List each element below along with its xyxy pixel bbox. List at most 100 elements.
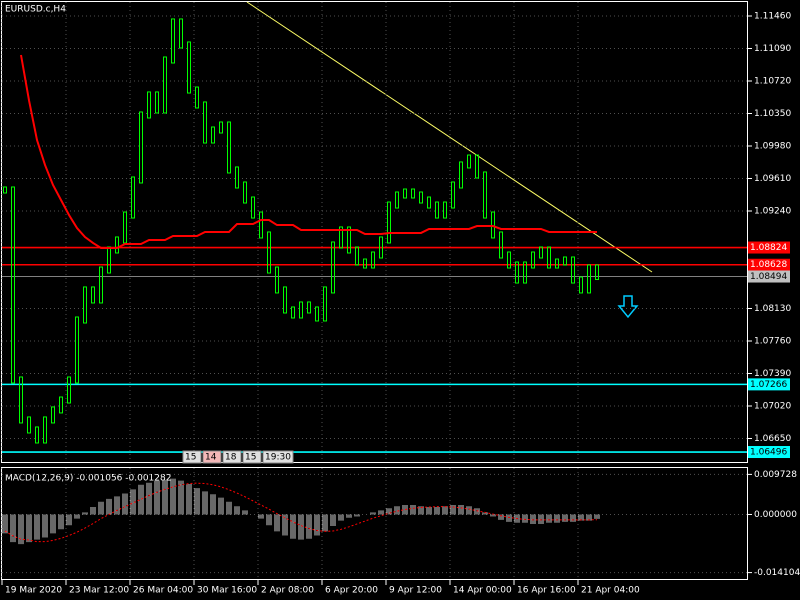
y-tick-label: 1.07390: [754, 369, 791, 379]
price-bar: [275, 266, 279, 294]
price-bar: [283, 286, 287, 314]
price-bar: [43, 416, 47, 444]
period-marker-box: [222, 450, 242, 464]
price-bar: [51, 406, 55, 424]
price-bar: [339, 226, 343, 249]
price-bar: [483, 171, 487, 219]
period-marker: 15: [185, 453, 196, 463]
price-bar: [595, 264, 599, 281]
y-tick-label: 1.11090: [754, 44, 791, 54]
level-label-box: [748, 378, 790, 391]
price-bar: [131, 176, 135, 219]
x-tick-label: 2 Apr 08:00: [261, 586, 314, 596]
level-label: 1.07266: [750, 380, 787, 390]
price-bar: [299, 301, 303, 319]
x-tick-label: 30 Mar 16:00: [197, 586, 257, 596]
x-tick-label: 26 Mar 04:00: [133, 586, 193, 596]
chart-title: EURUSD.c,H4: [5, 5, 66, 15]
price-bar: [547, 246, 551, 269]
x-tick-label: 16 Apr 16:00: [517, 586, 576, 596]
price-bar: [459, 161, 463, 189]
price-bar: [195, 86, 199, 109]
level-label: 1.06496: [750, 448, 787, 458]
period-marker: 14: [205, 453, 217, 463]
price-bar: [291, 306, 295, 319]
price-bar: [315, 306, 319, 322]
price-bar: [3, 186, 7, 194]
price-bar: [67, 376, 71, 404]
price-bar: [243, 181, 247, 204]
price-bar: [531, 251, 535, 269]
price-bar: [147, 91, 151, 119]
price-bar: [379, 236, 383, 259]
level-label: 1.08494: [750, 272, 787, 282]
price-bar: [331, 241, 335, 294]
price-bar: [35, 426, 39, 444]
price-bar: [411, 188, 415, 199]
price-bar: [571, 256, 575, 284]
price-bar: [539, 246, 543, 259]
price-bar: [435, 201, 439, 219]
period-marker: 15: [245, 453, 256, 463]
price-bar: [451, 181, 455, 209]
price-bar: [467, 154, 471, 169]
sell-arrow: [617, 295, 639, 319]
price-bar: [19, 376, 23, 424]
price-bar: [499, 231, 503, 259]
macd-frame: [1, 467, 748, 580]
y-tick-label: 1.10720: [754, 76, 791, 86]
y-tick-label: 1.11460: [754, 11, 791, 21]
level-label: 1.08628: [750, 260, 787, 270]
price-bar: [251, 196, 255, 219]
x-tick-label: 6 Apr 20:00: [325, 586, 378, 596]
price-bar: [75, 316, 79, 384]
x-tick-label: 21 Apr 04:00: [581, 586, 640, 596]
price-bar: [403, 188, 407, 199]
y-tick-label: 1.10350: [754, 109, 791, 119]
price-bar: [115, 236, 119, 254]
price-bar: [579, 276, 583, 294]
x-tick-label: 19 Mar 2020: [5, 586, 62, 596]
y-tick-label: -0.014104: [754, 568, 800, 578]
level-label: 1.08824: [750, 243, 787, 253]
price-bar: [91, 286, 95, 304]
price-bar: [563, 256, 567, 266]
period-marker-box: [202, 450, 222, 464]
level-label-box: [748, 241, 790, 254]
x-tick-label: 23 Mar 12:00: [69, 586, 129, 596]
price-bar: [395, 191, 399, 209]
price-bar: [363, 258, 367, 269]
main-frame: [1, 1, 748, 463]
level-label-box: [748, 270, 790, 283]
y-tick-label: 1.07760: [754, 336, 791, 346]
period-marker-box: [242, 450, 262, 464]
price-bar: [523, 261, 527, 284]
price-bar: [219, 121, 223, 134]
level-label-box: [748, 258, 790, 271]
price-bar: [387, 201, 391, 244]
price-bar: [235, 166, 239, 189]
price-bar: [123, 211, 127, 244]
x-tick-label: 14 Apr 00:00: [453, 586, 512, 596]
period-marker-box: [182, 450, 202, 464]
price-bar: [179, 18, 183, 49]
price-bar: [323, 286, 327, 322]
period-marker: 18: [225, 453, 237, 463]
y-tick-label: 1.09610: [754, 174, 791, 184]
price-bar: [427, 196, 431, 209]
price-bar: [27, 416, 31, 434]
price-bar: [155, 91, 159, 114]
price-bar: [11, 186, 15, 384]
macd-title: MACD(12,26,9) -0.001056 -0.001282: [5, 474, 171, 484]
y-tick-label: 1.09240: [754, 206, 791, 216]
moving-average: [20, 54, 597, 249]
price-bar: [443, 201, 447, 219]
y-tick-label: 0.009728: [754, 470, 797, 480]
price-bar: [171, 18, 175, 64]
x-tick-label: 9 Apr 12:00: [389, 586, 442, 596]
price-bar: [491, 211, 495, 239]
price-bar: [267, 231, 271, 274]
price-bar: [371, 251, 375, 269]
